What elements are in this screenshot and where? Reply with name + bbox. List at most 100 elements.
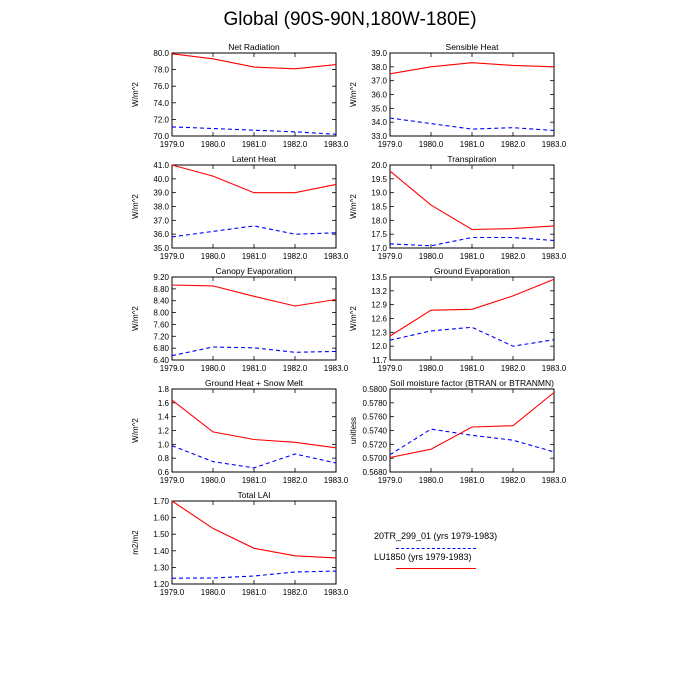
sensible-heat-ytick-label: 35.0 xyxy=(371,104,387,113)
total-lai-xtick-label: 1983.0 xyxy=(324,588,349,597)
sensible-heat-xtick-label: 1980.0 xyxy=(419,140,444,149)
latent-heat-title: Latent Heat xyxy=(232,154,277,164)
net-radiation-ytick-label: 74.0 xyxy=(153,99,169,108)
latent-heat-series-line-20tr xyxy=(171,225,337,238)
transpiration-ytick-label: 18.5 xyxy=(371,203,387,212)
main-title: Global (90S-90N,180W-180E) xyxy=(223,9,477,30)
soil-moisture-factor-btran-or-btranmn-plot-frame xyxy=(389,388,555,473)
latent-heat-plot-frame xyxy=(171,164,337,249)
canopy-evaporation-ytick-label: 8.80 xyxy=(153,285,169,294)
ground-heat-snow-melt-ytick-label: 1.0 xyxy=(158,440,170,449)
transpiration-ytick-label: 17.5 xyxy=(371,230,387,239)
legend-line-20tr xyxy=(396,548,476,549)
ground-heat-snow-melt-xtick-label: 1982.0 xyxy=(283,476,308,485)
latent-heat-xtick-label: 1981.0 xyxy=(242,252,267,261)
ground-heat-snow-melt-ytick-label: 1.4 xyxy=(158,413,170,422)
legend-label-lu1850: LU1850 (yrs 1979-1983) xyxy=(374,552,472,562)
sensible-heat-xtick-label: 1981.0 xyxy=(460,140,485,149)
total-lai-title: Total LAI xyxy=(237,490,270,500)
sensible-heat-ytick-label: 33.0 xyxy=(371,132,387,141)
soil-moisture-factor-btran-or-btranmn-xtick-label: 1981.0 xyxy=(460,476,485,485)
ground-heat-snow-melt-title: Ground Heat + Snow Melt xyxy=(205,378,304,388)
ground-evaporation-ylabel: W/m^2 xyxy=(349,306,358,331)
total-lai-xtick-label: 1980.0 xyxy=(201,588,226,597)
canopy-evaporation-ytick-label: 9.20 xyxy=(153,273,169,282)
net-radiation-ytick-label: 78.0 xyxy=(153,66,169,75)
total-lai-ylabel: m2/m2 xyxy=(131,530,140,555)
canopy-evaporation-ytick-label: 6.80 xyxy=(153,344,169,353)
ground-heat-snow-melt-xtick-label: 1983.0 xyxy=(324,476,349,485)
soil-moisture-factor-btran-or-btranmn-series-line-lu1850 xyxy=(389,392,555,459)
net-radiation-xtick-label: 1980.0 xyxy=(201,140,226,149)
transpiration-xtick-label: 1979.0 xyxy=(378,252,403,261)
net-radiation-title: Net Radiation xyxy=(228,42,280,52)
soil-moisture-factor-btran-or-btranmn-xtick-label: 1982.0 xyxy=(501,476,526,485)
transpiration-ytick-label: 18.0 xyxy=(371,216,387,225)
canopy-evaporation-xtick-label: 1983.0 xyxy=(324,364,349,373)
ground-heat-snow-melt-ytick-label: 0.6 xyxy=(158,468,170,477)
ground-evaporation-ytick-label: 12.9 xyxy=(371,301,387,310)
latent-heat-ylabel: W/m^2 xyxy=(131,194,140,219)
soil-moisture-factor-btran-or-btranmn-ytick-label: 0.5740 xyxy=(363,427,388,436)
latent-heat-ytick-label: 41.0 xyxy=(153,161,169,170)
ground-heat-snow-melt-series-line-lu1850 xyxy=(171,399,337,449)
transpiration-plot-frame xyxy=(389,164,555,249)
total-lai-series-line-20tr xyxy=(171,570,337,579)
net-radiation-ylabel: W/m^2 xyxy=(131,82,140,107)
canopy-evaporation-title: Canopy Evaporation xyxy=(215,266,292,276)
canopy-evaporation-ytick-label: 8.40 xyxy=(153,297,169,306)
canopy-evaporation-ytick-label: 7.60 xyxy=(153,320,169,329)
soil-moisture-factor-btran-or-btranmn-title: Soil moisture factor (BTRAN or BTRANMN) xyxy=(390,378,554,388)
ground-heat-snow-melt-xtick-label: 1979.0 xyxy=(160,476,185,485)
canopy-evaporation-xtick-label: 1981.0 xyxy=(242,364,267,373)
ground-heat-snow-melt-ytick-label: 1.8 xyxy=(158,385,170,394)
ground-heat-snow-melt-plot-frame xyxy=(171,388,337,473)
soil-moisture-factor-btran-or-btranmn-ytick-label: 0.5800 xyxy=(363,385,388,394)
transpiration-xtick-label: 1982.0 xyxy=(501,252,526,261)
latent-heat-ytick-label: 39.0 xyxy=(153,189,169,198)
soil-moisture-factor-btran-or-btranmn-ytick-label: 0.5680 xyxy=(363,468,388,477)
ground-heat-snow-melt-ytick-label: 1.6 xyxy=(158,399,170,408)
ground-evaporation-xtick-label: 1983.0 xyxy=(542,364,567,373)
transpiration-xtick-label: 1983.0 xyxy=(542,252,567,261)
latent-heat-ytick-label: 37.0 xyxy=(153,216,169,225)
canopy-evaporation-xtick-label: 1980.0 xyxy=(201,364,226,373)
soil-moisture-factor-btran-or-btranmn-ytick-label: 0.5720 xyxy=(363,440,388,449)
ground-heat-snow-melt-series-line-20tr xyxy=(171,445,337,469)
transpiration-ytick-label: 19.0 xyxy=(371,189,387,198)
net-radiation-series-line-lu1850 xyxy=(171,53,337,70)
total-lai-ytick-label: 1.70 xyxy=(153,497,169,506)
latent-heat-ytick-label: 40.0 xyxy=(153,175,169,184)
latent-heat-xtick-label: 1983.0 xyxy=(324,252,349,261)
transpiration-title: Transpiration xyxy=(447,154,497,164)
soil-moisture-factor-btran-or-btranmn-series-line-20tr xyxy=(389,428,555,456)
ground-heat-snow-melt-xtick-label: 1980.0 xyxy=(201,476,226,485)
net-radiation-xtick-label: 1981.0 xyxy=(242,140,267,149)
soil-moisture-factor-btran-or-btranmn-xtick-label: 1980.0 xyxy=(419,476,444,485)
ground-evaporation-series-line-lu1850 xyxy=(389,278,555,337)
transpiration-ytick-label: 17.0 xyxy=(371,244,387,253)
canopy-evaporation-ytick-label: 7.20 xyxy=(153,332,169,341)
ground-heat-snow-melt-ytick-label: 1.2 xyxy=(158,427,170,436)
latent-heat-ytick-label: 36.0 xyxy=(153,230,169,239)
canopy-evaporation-ytick-label: 8.00 xyxy=(153,309,169,318)
total-lai-ytick-label: 1.60 xyxy=(153,514,169,523)
total-lai-xtick-label: 1979.0 xyxy=(160,588,185,597)
ground-evaporation-xtick-label: 1980.0 xyxy=(419,364,444,373)
net-radiation-ytick-label: 80.0 xyxy=(153,49,169,58)
transpiration-xtick-label: 1981.0 xyxy=(460,252,485,261)
ground-evaporation-ytick-label: 12.0 xyxy=(371,342,387,351)
sensible-heat-ytick-label: 39.0 xyxy=(371,49,387,58)
legend-label-20tr: 20TR_299_01 (yrs 1979-1983) xyxy=(374,531,498,541)
ground-evaporation-xtick-label: 1979.0 xyxy=(378,364,403,373)
ground-evaporation-ytick-label: 12.3 xyxy=(371,328,387,337)
soil-moisture-factor-btran-or-btranmn-xtick-label: 1983.0 xyxy=(542,476,567,485)
ground-evaporation-ytick-label: 13.5 xyxy=(371,273,387,282)
canopy-evaporation-ylabel: W/m^2 xyxy=(131,306,140,331)
sensible-heat-ytick-label: 34.0 xyxy=(371,118,387,127)
total-lai-ytick-label: 1.50 xyxy=(153,530,169,539)
net-radiation-ytick-label: 76.0 xyxy=(153,82,169,91)
ground-evaporation-ytick-label: 12.6 xyxy=(371,315,387,324)
ground-evaporation-ytick-label: 13.2 xyxy=(371,287,387,296)
